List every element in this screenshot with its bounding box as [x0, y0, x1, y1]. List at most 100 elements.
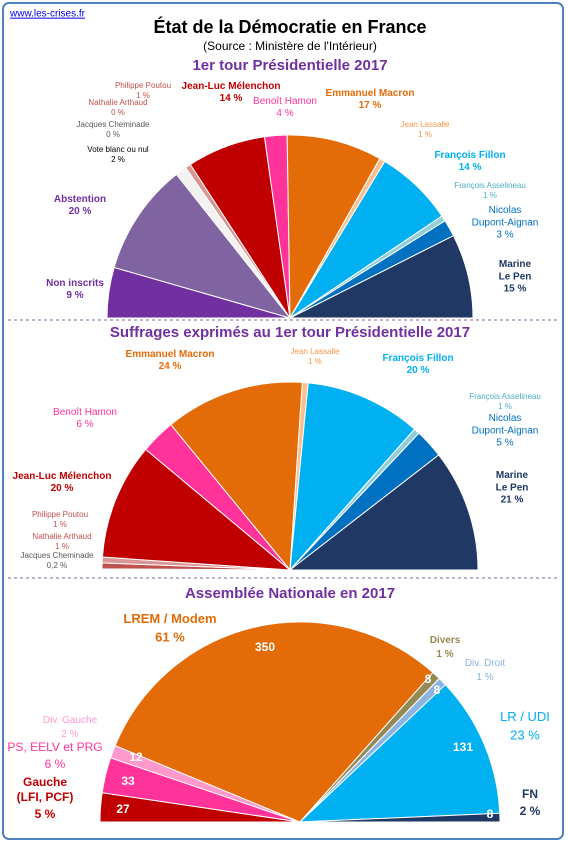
- slice: [113, 173, 292, 319]
- slice-label: Div. Droit: [465, 658, 506, 669]
- slice-label: François Fillon: [434, 150, 505, 161]
- label-line: Nathalie Arthaud: [32, 532, 91, 541]
- share-label: 2 %: [61, 729, 78, 740]
- label-line: Divers: [430, 635, 461, 646]
- value-label: 20 %: [51, 483, 74, 494]
- label-line: Div. Gauche: [43, 715, 98, 726]
- slice-label: Philippe Poutou: [115, 81, 171, 90]
- chart-title: 1er tour Présidentielle 2017: [192, 57, 387, 74]
- slice-label: Jean-Luc Mélenchon: [13, 471, 112, 482]
- slice-label: Nathalie Arthaud: [32, 532, 91, 541]
- label-line: Jean Lassalle: [401, 120, 450, 129]
- slice: [170, 381, 303, 572]
- value-label: 5 %: [496, 438, 513, 449]
- slice-label: François Fillon: [382, 353, 453, 364]
- slice-label: Philippe Poutou: [32, 510, 88, 519]
- label-line: FN: [522, 787, 538, 801]
- label-line: Gauche: [23, 775, 67, 789]
- value-label: 6 %: [76, 419, 93, 430]
- label-line: Nathalie Arthaud: [88, 98, 147, 107]
- slice-label: FN: [522, 787, 538, 801]
- slice-label: Jean-Luc Mélenchon: [182, 81, 281, 92]
- value-label: 20 %: [407, 365, 430, 376]
- label-line: Div. Droit: [465, 658, 506, 669]
- label-line: Philippe Poutou: [115, 81, 171, 90]
- value-label: 1 %: [55, 542, 69, 551]
- label-line: François Fillon: [434, 150, 505, 161]
- label-line: Benoît Hamon: [53, 407, 117, 418]
- slice-label: Jacques Cheminade: [21, 551, 94, 560]
- slice-label: Nicolas Dupont-Aignan: [472, 413, 539, 437]
- value-label: 24 %: [159, 361, 182, 372]
- value-label: 1 %: [498, 402, 512, 411]
- slice-label: LR / UDI: [500, 709, 550, 724]
- value-label: 9 %: [66, 290, 83, 301]
- label-line: Jacques Cheminade: [21, 551, 94, 560]
- slice: [298, 683, 501, 823]
- slice-label: Non inscrits: [46, 278, 104, 289]
- slice-label: Vote blanc ou nul: [87, 145, 149, 154]
- seat-label: 12: [129, 750, 143, 764]
- label-line: Marine: [496, 470, 529, 481]
- slice-label: Gauche (LFI, PCF): [17, 775, 74, 804]
- label-line: Dupont-Aignan: [472, 217, 539, 228]
- value-label: 1 %: [308, 357, 322, 366]
- value-label: 20 %: [69, 206, 92, 217]
- slice-label: Divers: [430, 635, 461, 646]
- label-line: Jacques Cheminade: [77, 120, 150, 129]
- label-line: Nicolas: [489, 205, 522, 216]
- label-line: LREM / Modem: [123, 611, 216, 626]
- seat-label: 350: [255, 640, 275, 654]
- value-label: 15 %: [504, 284, 527, 295]
- slice-label: Emmanuel Macron: [126, 349, 215, 360]
- label-line: Jean-Luc Mélenchon: [182, 81, 281, 92]
- slice: [289, 235, 474, 319]
- share-label: 6 %: [45, 757, 66, 771]
- slice-label: PS, EELV et PRG: [7, 740, 102, 754]
- value-label: 1 %: [418, 130, 432, 139]
- label-line: Jean-Luc Mélenchon: [13, 471, 112, 482]
- slice-label: Jacques Cheminade: [77, 120, 150, 129]
- site-link[interactable]: www.les-crises.fr: [9, 9, 86, 20]
- slice-label: François Asselineau: [469, 392, 541, 401]
- label-line: Non inscrits: [46, 278, 104, 289]
- seat-label: 131: [453, 740, 473, 754]
- value-label: 14 %: [459, 162, 482, 173]
- slice-label: Div. Gauche: [43, 715, 98, 726]
- label-line: Marine: [499, 259, 532, 270]
- share-label: 2 %: [520, 804, 541, 818]
- slice: [299, 812, 501, 823]
- slice-label: Jean Lassalle: [291, 347, 340, 356]
- slice-label: Marine Le Pen: [496, 470, 529, 494]
- value-label: 1 %: [53, 520, 67, 529]
- slice: [289, 382, 416, 572]
- seat-label: 8: [425, 672, 432, 686]
- label-line: François Asselineau: [469, 392, 541, 401]
- slice-label: Benoît Hamon: [253, 96, 317, 107]
- seat-label: 27: [116, 802, 130, 816]
- label-line: PS, EELV et PRG: [7, 740, 102, 754]
- slice-label: Abstention: [54, 194, 106, 205]
- share-label: 1 %: [436, 649, 453, 660]
- label-line: Le Pen: [499, 271, 532, 282]
- label-line: (LFI, PCF): [17, 790, 74, 804]
- value-label: 3 %: [496, 230, 513, 241]
- slice-label: Benoît Hamon: [53, 407, 117, 418]
- slice-label: LREM / Modem: [123, 611, 216, 626]
- value-label: 21 %: [501, 495, 524, 506]
- seat-label: 8: [434, 683, 441, 697]
- label-line: Emmanuel Macron: [326, 88, 415, 99]
- label-line: Jean Lassalle: [291, 347, 340, 356]
- slice: [101, 448, 292, 571]
- slice: [286, 134, 381, 320]
- value-label: 2 %: [111, 155, 125, 164]
- label-line: Dupont-Aignan: [472, 425, 539, 436]
- chart-title: Suffrages exprimés au 1er tour Président…: [110, 324, 470, 341]
- label-line: Philippe Poutou: [32, 510, 88, 519]
- share-label: 5 %: [35, 807, 56, 821]
- label-line: Nicolas: [489, 413, 522, 424]
- label-line: François Fillon: [382, 353, 453, 364]
- value-label: 0,2 %: [47, 561, 67, 570]
- main-title: État de la Démocratie en France: [153, 16, 426, 37]
